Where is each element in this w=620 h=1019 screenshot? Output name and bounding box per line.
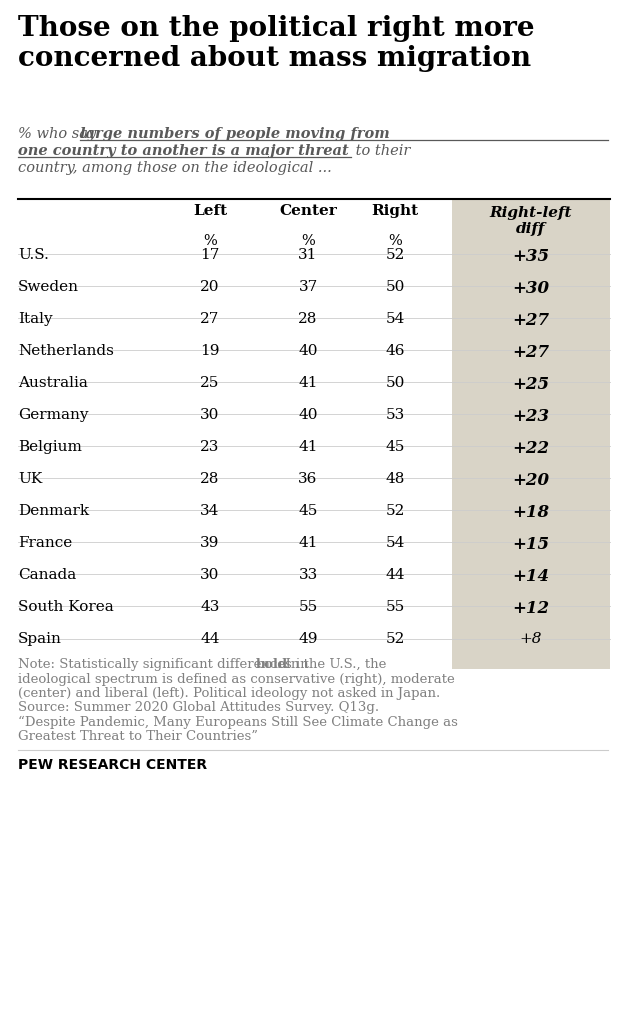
- Text: 52: 52: [385, 503, 405, 518]
- Text: 30: 30: [200, 568, 219, 582]
- Text: Germany: Germany: [18, 408, 89, 422]
- Text: 41: 41: [298, 535, 317, 549]
- Text: 30: 30: [200, 408, 219, 422]
- Text: 36: 36: [298, 472, 317, 485]
- Text: Italy: Italy: [18, 312, 53, 326]
- Text: 25: 25: [200, 376, 219, 389]
- Text: (center) and liberal (left). Political ideology not asked in Japan.: (center) and liberal (left). Political i…: [18, 687, 440, 699]
- Text: 41: 41: [298, 439, 317, 453]
- Text: “Despite Pandemic, Many Europeans Still See Climate Change as: “Despite Pandemic, Many Europeans Still …: [18, 715, 458, 729]
- Text: 44: 44: [385, 568, 405, 582]
- Text: 45: 45: [298, 503, 317, 518]
- Text: +30: +30: [513, 280, 549, 297]
- Text: 55: 55: [298, 599, 317, 613]
- Text: +35: +35: [513, 248, 549, 265]
- Text: %: %: [203, 233, 217, 248]
- Text: +12: +12: [513, 599, 549, 616]
- Text: Canada: Canada: [18, 568, 76, 582]
- Text: 33: 33: [298, 568, 317, 582]
- Text: +22: +22: [513, 439, 549, 457]
- Text: 28: 28: [298, 312, 317, 326]
- Text: Belgium: Belgium: [18, 439, 82, 453]
- Text: large numbers of people moving from: large numbers of people moving from: [80, 127, 390, 141]
- Text: 20: 20: [200, 280, 219, 293]
- Text: to their: to their: [351, 144, 410, 158]
- Text: South Korea: South Korea: [18, 599, 113, 613]
- Text: Netherlands: Netherlands: [18, 343, 114, 358]
- Text: Center: Center: [279, 204, 337, 218]
- Text: % who say: % who say: [18, 127, 101, 141]
- Text: one country to another is a major threat: one country to another is a major threat: [18, 144, 348, 158]
- Text: +27: +27: [513, 343, 549, 361]
- Text: 44: 44: [200, 632, 219, 645]
- Text: 37: 37: [298, 280, 317, 293]
- Text: 52: 52: [385, 632, 405, 645]
- Text: UK: UK: [18, 472, 42, 485]
- Text: 54: 54: [385, 312, 405, 326]
- Text: %: %: [388, 233, 402, 248]
- Text: 50: 50: [385, 280, 405, 293]
- Text: +20: +20: [513, 472, 549, 488]
- Text: Australia: Australia: [18, 376, 88, 389]
- Text: +8: +8: [520, 632, 542, 645]
- Text: Sweden: Sweden: [18, 280, 79, 293]
- Text: 50: 50: [385, 376, 405, 389]
- Text: 28: 28: [200, 472, 219, 485]
- Text: . In the U.S., the: . In the U.S., the: [277, 657, 386, 671]
- Text: 52: 52: [385, 248, 405, 262]
- Text: 41: 41: [298, 376, 317, 389]
- Text: 27: 27: [200, 312, 219, 326]
- Text: 23: 23: [200, 439, 219, 453]
- Text: +15: +15: [513, 535, 549, 552]
- Text: 19: 19: [200, 343, 219, 358]
- Text: 49: 49: [298, 632, 317, 645]
- Text: Right: Right: [371, 204, 419, 218]
- Text: Note: Statistically significant differences in: Note: Statistically significant differen…: [18, 657, 313, 671]
- Text: bold: bold: [255, 657, 288, 671]
- Text: Denmark: Denmark: [18, 503, 89, 518]
- Text: +18: +18: [513, 503, 549, 521]
- Text: 39: 39: [200, 535, 219, 549]
- Text: 40: 40: [298, 343, 317, 358]
- Text: 54: 54: [385, 535, 405, 549]
- Text: 53: 53: [386, 408, 405, 422]
- Text: +23: +23: [513, 408, 549, 425]
- Text: 46: 46: [385, 343, 405, 358]
- Text: 43: 43: [200, 599, 219, 613]
- Text: 48: 48: [385, 472, 405, 485]
- Text: Greatest Threat to Their Countries”: Greatest Threat to Their Countries”: [18, 730, 258, 743]
- Text: 31: 31: [298, 248, 317, 262]
- Text: Right-left
diff: Right-left diff: [490, 206, 572, 236]
- Text: PEW RESEARCH CENTER: PEW RESEARCH CENTER: [18, 757, 207, 771]
- Text: Left: Left: [193, 204, 227, 218]
- Text: U.S.: U.S.: [18, 248, 49, 262]
- Text: 17: 17: [200, 248, 219, 262]
- Text: 55: 55: [386, 599, 405, 613]
- Text: Those on the political right more
concerned about mass migration: Those on the political right more concer…: [18, 15, 534, 72]
- Text: %: %: [301, 233, 315, 248]
- Text: Source: Summer 2020 Global Attitudes Survey. Q13g.: Source: Summer 2020 Global Attitudes Sur…: [18, 701, 379, 713]
- Text: Spain: Spain: [18, 632, 62, 645]
- Text: France: France: [18, 535, 73, 549]
- Text: 34: 34: [200, 503, 219, 518]
- FancyBboxPatch shape: [452, 200, 610, 669]
- Text: country, among those on the ideological ...: country, among those on the ideological …: [18, 161, 332, 175]
- Text: 45: 45: [385, 439, 405, 453]
- Text: ideological spectrum is defined as conservative (right), moderate: ideological spectrum is defined as conse…: [18, 672, 454, 685]
- Text: 40: 40: [298, 408, 317, 422]
- Text: +14: +14: [513, 568, 549, 585]
- Text: +25: +25: [513, 376, 549, 392]
- Text: +27: +27: [513, 312, 549, 329]
